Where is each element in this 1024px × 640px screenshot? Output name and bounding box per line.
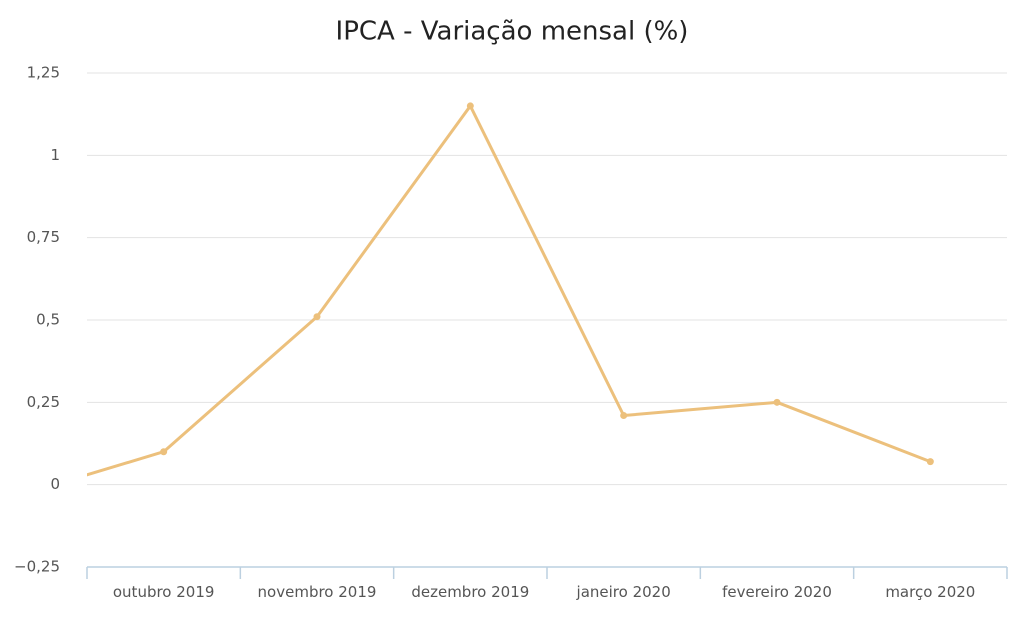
x-tick-label: março 2020 bbox=[885, 583, 976, 601]
y-tick-label: 0,5 bbox=[36, 311, 60, 329]
plot-area bbox=[7, 102, 934, 501]
y-tick-label: 0,25 bbox=[27, 393, 60, 411]
line bbox=[87, 104, 931, 477]
chart-title: IPCA - Variação mensal (%) bbox=[336, 17, 689, 47]
point bbox=[313, 313, 321, 321]
x-tick-label: dezembro 2019 bbox=[411, 583, 530, 601]
y-tick-label: 1,25 bbox=[27, 64, 60, 82]
x-tick-label: outubro 2019 bbox=[112, 583, 215, 601]
y-tick-label: −0,25 bbox=[14, 558, 60, 576]
point bbox=[926, 458, 934, 466]
point bbox=[620, 412, 628, 420]
y-tick-label: 0,75 bbox=[27, 228, 60, 246]
y-tick-label: 0 bbox=[50, 475, 60, 493]
y-tick-label: 1 bbox=[50, 146, 60, 164]
point bbox=[160, 448, 168, 456]
x-tick-label: janeiro 2020 bbox=[576, 583, 671, 601]
point bbox=[7, 494, 14, 501]
x-tick-label: fevereiro 2020 bbox=[722, 583, 832, 601]
point bbox=[773, 398, 781, 406]
x-tick-label: novembro 2019 bbox=[257, 583, 377, 601]
point bbox=[466, 102, 474, 110]
